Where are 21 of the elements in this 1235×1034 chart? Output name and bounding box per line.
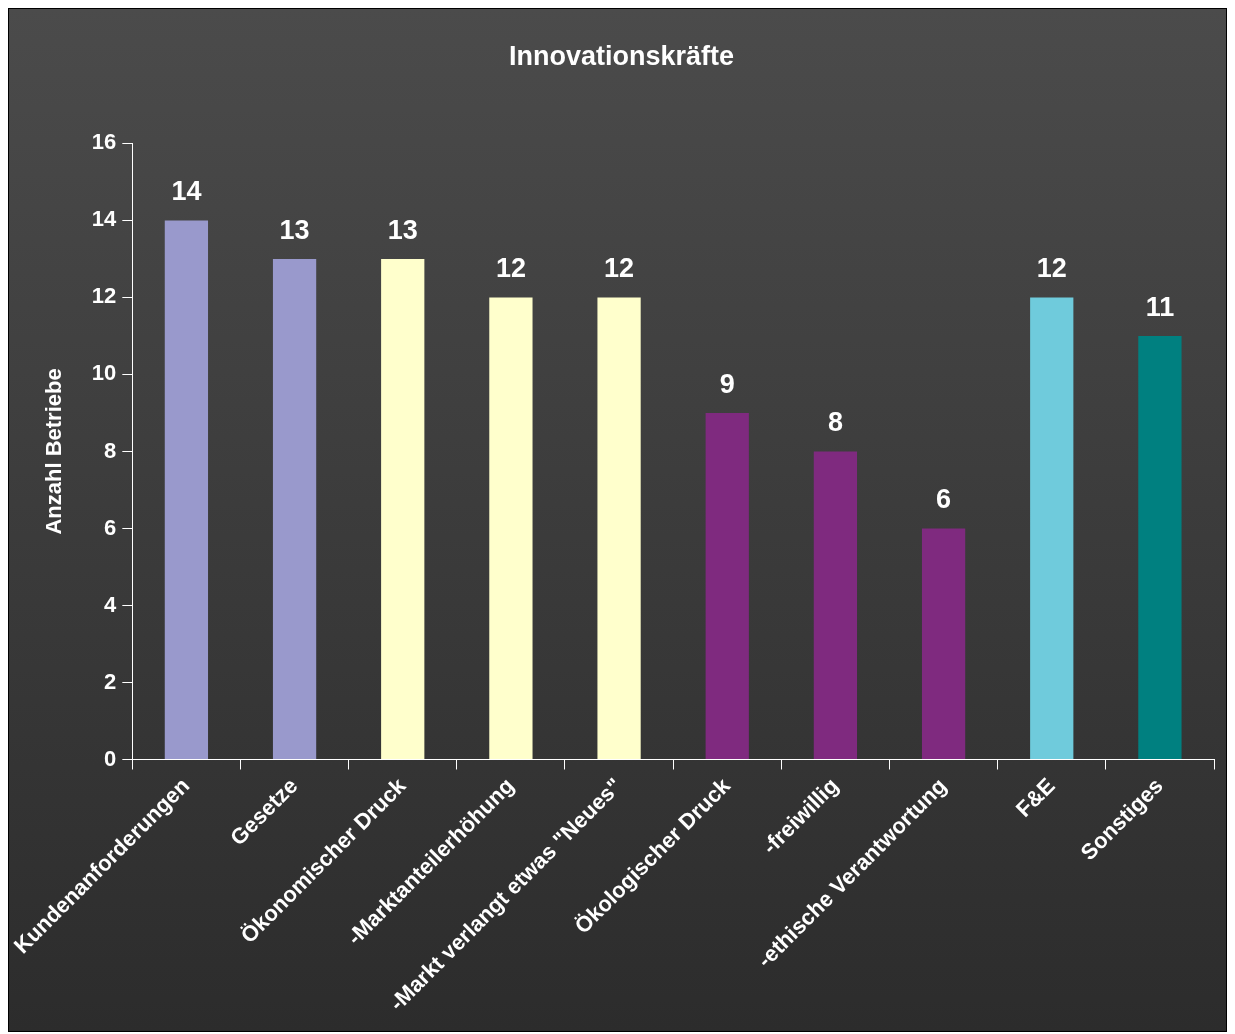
data-label: 14 <box>171 176 202 207</box>
y-tick-label: 6 <box>104 514 117 540</box>
data-label: 13 <box>387 214 418 245</box>
y-tick-label: 14 <box>91 206 118 232</box>
y-tick-label: 4 <box>104 591 118 617</box>
data-label: 11 <box>1145 291 1175 322</box>
y-tick-label: 12 <box>91 283 117 309</box>
data-label: 9 <box>719 368 735 399</box>
y-tick-label: 16 <box>91 129 117 155</box>
data-label: 8 <box>827 407 843 438</box>
data-label: 6 <box>936 484 952 515</box>
y-tick-label: 2 <box>104 668 117 694</box>
y-tick-label: 0 <box>104 745 117 771</box>
data-label: 13 <box>279 214 310 245</box>
chart-title: Innovationskräfte <box>508 40 735 71</box>
y-tick-label: 8 <box>104 437 117 463</box>
data-label: 12 <box>495 253 526 284</box>
data-label: 12 <box>1036 253 1067 284</box>
y-axis-title: Anzahl Betriebe <box>40 368 66 535</box>
y-tick-label: 10 <box>91 360 117 386</box>
data-label: 12 <box>604 253 635 284</box>
